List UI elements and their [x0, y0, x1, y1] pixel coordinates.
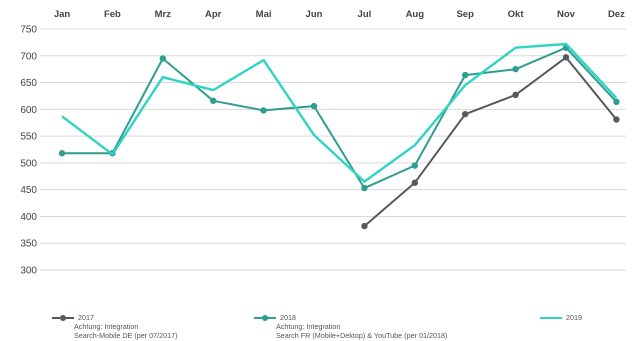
x-tick-label: Apr — [205, 9, 222, 20]
gridlines — [40, 28, 626, 271]
series-2018 — [58, 44, 620, 192]
y-axis: 300 350 400 450 500 550 600 650 700 750 — [20, 25, 37, 277]
y-tick-label: 500 — [20, 158, 37, 169]
data-point-2018 — [210, 97, 217, 104]
x-tick-label: Jul — [358, 9, 372, 20]
y-tick-label: 750 — [20, 25, 37, 36]
y-tick-label: 700 — [20, 51, 37, 62]
data-point-2018 — [613, 98, 620, 106]
legend-label-2019: 2019 — [566, 313, 582, 322]
data-point-2018 — [462, 71, 469, 79]
data-point-2018 — [260, 107, 267, 114]
legend-swatch-2019 — [540, 315, 562, 321]
x-tick-label: Nov — [557, 9, 576, 20]
y-tick-label: 300 — [20, 266, 37, 277]
data-point-2017 — [512, 91, 519, 99]
legend-label-2018: 2018 — [280, 313, 296, 322]
series-layer — [58, 42, 620, 230]
series-2017 — [361, 54, 620, 230]
data-point-2017 — [361, 222, 368, 230]
data-point-2017 — [562, 54, 570, 61]
data-point-2018 — [361, 184, 368, 192]
legend-label-2017: 2017 — [78, 313, 94, 322]
data-point-2017 — [613, 116, 620, 123]
x-tick-label: Mai — [256, 9, 272, 20]
data-point-2018 — [58, 150, 66, 157]
data-point-2017 — [411, 179, 418, 186]
y-tick-label: 600 — [20, 105, 37, 116]
y-tick-label: 450 — [20, 185, 37, 196]
month-header-row: Jan Feb Mrz Apr Mai Jun Jul Aug Sep Okt Nov Dez — [54, 9, 625, 20]
series-line-2018 — [62, 46, 618, 190]
x-tick-label: Sep — [456, 9, 474, 20]
series-line-2017 — [363, 56, 618, 227]
data-point-2018 — [512, 65, 519, 73]
x-tick-label: Mrz — [155, 9, 172, 20]
data-point-2018 — [159, 55, 166, 62]
legend-note-2018-line1: Achtung: Integration — [276, 322, 341, 331]
series-2019 — [61, 42, 618, 183]
y-tick-label: 650 — [20, 78, 37, 89]
y-tick-label: 350 — [20, 239, 37, 250]
x-tick-label: Jan — [54, 9, 71, 20]
data-point-2017 — [462, 110, 469, 118]
legend-note-2018-line2: Search FR (Mobile+Dektop) & YouTube (per… — [276, 331, 448, 340]
data-point-2018 — [310, 102, 318, 110]
x-tick-label: Dez — [608, 9, 625, 20]
y-tick-label: 550 — [20, 132, 37, 143]
y-tick-label: 400 — [20, 212, 37, 223]
legend-item-2018: 2018 Achtung: Integration Search FR (Mob… — [254, 313, 447, 340]
series-line-2019 — [61, 42, 618, 183]
legend-swatch-2017 — [52, 314, 74, 321]
legend-swatch-2018 — [254, 314, 276, 321]
legend-item-2017: 2017 Achtung: Integration Search-Mobile … — [52, 313, 177, 340]
legend-note-2017-line1: Achtung: Integration — [74, 322, 139, 331]
x-tick-label: Jun — [306, 9, 323, 20]
legend-note-2017-line2: Search-Mobile DE (per 07/2017) — [74, 331, 178, 340]
x-tick-label: Okt — [508, 9, 525, 20]
data-point-2018 — [411, 162, 418, 169]
legend-item-2019: 2019 — [540, 313, 582, 322]
x-tick-label: Aug — [406, 9, 425, 20]
x-tick-label: Feb — [104, 9, 121, 20]
